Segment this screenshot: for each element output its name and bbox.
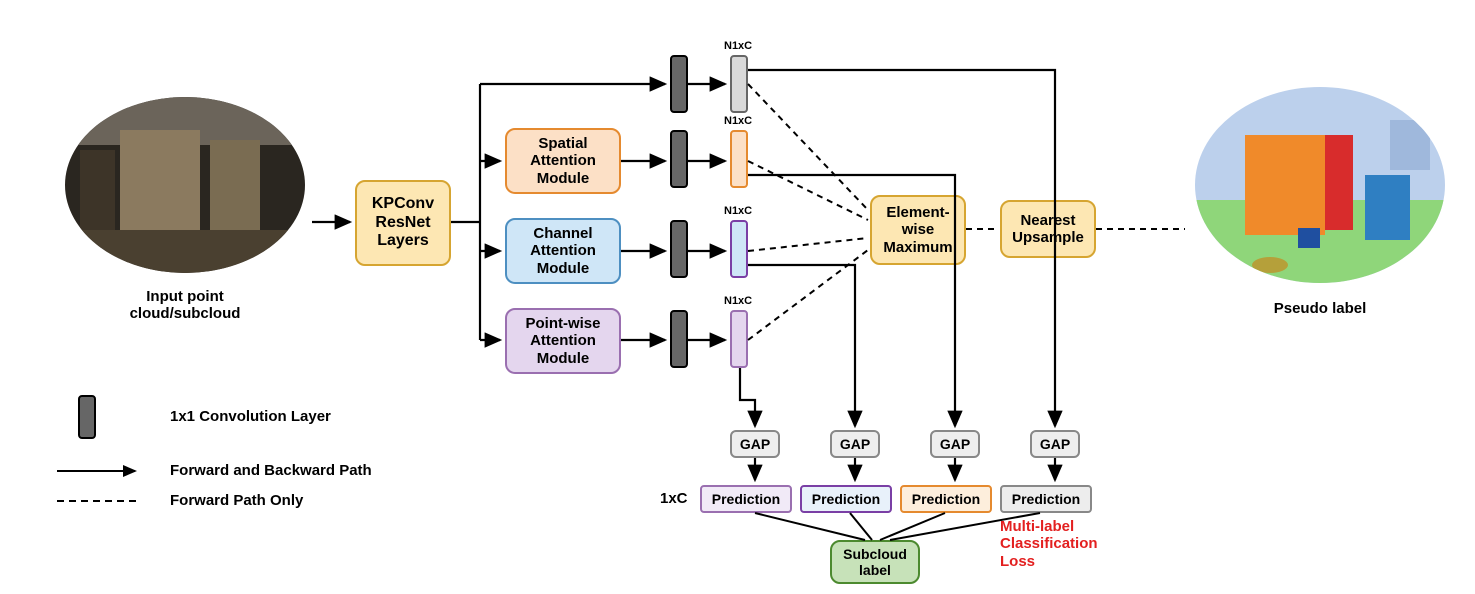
pred-2: Prediction (800, 485, 892, 513)
onec-label: 1xC (660, 490, 688, 507)
loss-l3: Loss (1000, 553, 1035, 570)
legend-solid-line (55, 465, 145, 477)
pred-3: Prediction (900, 485, 992, 513)
elemmax-box: Element- wise Maximum (870, 195, 966, 265)
gap-4: GAP (1030, 430, 1080, 458)
output-pseudolabel (1190, 80, 1450, 295)
gap-1: GAP (730, 430, 780, 458)
pred-1: Prediction (700, 485, 792, 513)
legend-dashed-line (55, 495, 145, 507)
legend-conv: 1x1 Convolution Layer (170, 408, 331, 425)
pred-4: Prediction (1000, 485, 1092, 513)
feat-cap-2: N1xC (724, 115, 752, 127)
gap-3: GAP (930, 430, 980, 458)
loss-l1: Multi-label (1000, 518, 1074, 535)
conv-block-4 (670, 310, 688, 368)
loss-text: Multi-label Classification Loss (1000, 518, 1098, 570)
spatial-attention-box: Spatial Attention Module (505, 128, 621, 194)
upsample-box: Nearest Upsample (1000, 200, 1096, 258)
legend-fwd: Forward Path Only (170, 492, 303, 509)
feat-purple (730, 310, 748, 368)
feat-cap-4: N1xC (724, 295, 752, 307)
legend-fwdbwd: Forward and Backward Path (170, 462, 372, 479)
feat-cap-1: N1xC (724, 40, 752, 52)
conv-block-2 (670, 130, 688, 188)
channel-attention-box: Channel Attention Module (505, 218, 621, 284)
conv-block-1 (670, 55, 688, 113)
output-caption: Pseudo label (1245, 300, 1395, 317)
subcloud-box: Subcloud label (830, 540, 920, 584)
conv-block-3 (670, 220, 688, 278)
input-caption: Input point cloud/subcloud (95, 288, 275, 322)
feat-orange (730, 130, 748, 188)
legend-conv-icon (78, 395, 96, 439)
input-pointcloud (60, 90, 310, 280)
feat-blue (730, 220, 748, 278)
pointwise-attention-box: Point-wise Attention Module (505, 308, 621, 374)
loss-l2: Classification (1000, 535, 1098, 552)
gap-2: GAP (830, 430, 880, 458)
feat-cap-3: N1xC (724, 205, 752, 217)
feat-gray (730, 55, 748, 113)
kpconv-box: KPConv ResNet Layers (355, 180, 451, 266)
